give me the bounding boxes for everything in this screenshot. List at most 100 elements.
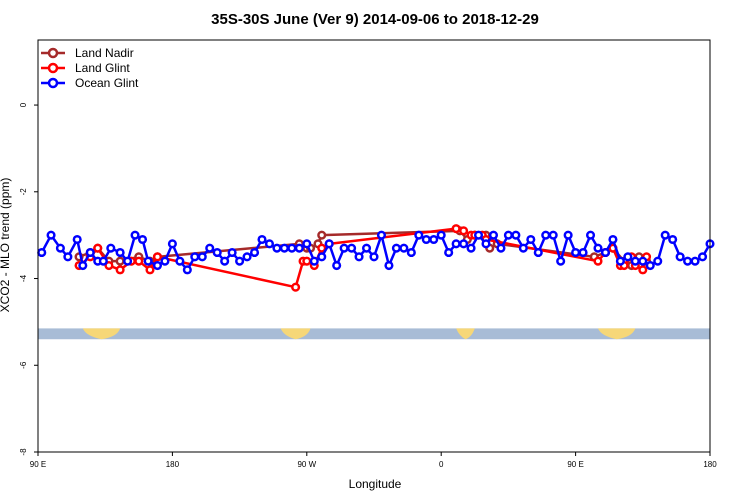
data-point (593, 243, 603, 253)
data-point (675, 252, 685, 262)
series-layer (37, 224, 715, 292)
data-point (46, 230, 56, 240)
data-point (444, 247, 454, 258)
legend-marker (47, 62, 59, 74)
data-point (339, 243, 349, 253)
data-point (257, 234, 267, 245)
data-point (145, 265, 155, 275)
y-tick-label: -2 (19, 188, 28, 196)
legend-marker (47, 47, 59, 59)
data-point (175, 256, 185, 266)
y-axis-label: XCO2 - MLO trend (ppm) (0, 178, 12, 313)
data-point (167, 239, 177, 249)
data-point (384, 260, 394, 271)
data-point (55, 243, 65, 253)
data-point (593, 256, 603, 266)
x-axis: 90 E 180 90 W 0 90 E 180 (30, 452, 717, 469)
data-point (235, 256, 245, 266)
x-tick-label: 90 W (297, 460, 316, 469)
data-point (526, 234, 536, 245)
x-tick-label: 90 E (567, 460, 583, 469)
legend-label: Ocean Glint (75, 76, 139, 90)
land-patch (82, 328, 121, 340)
data-point (134, 256, 144, 266)
data-point (511, 230, 521, 240)
data-point (488, 230, 499, 240)
data-point (291, 282, 301, 292)
data-point (690, 256, 700, 266)
data-point (376, 230, 387, 240)
data-point (137, 234, 148, 245)
data-point (332, 260, 342, 271)
data-point (190, 252, 200, 262)
data-point (143, 256, 153, 266)
data-point (451, 224, 461, 234)
landmask-band (38, 328, 710, 340)
x-tick-label: 90 E (30, 460, 46, 469)
data-point (152, 260, 163, 271)
data-point (78, 260, 88, 271)
data-point (115, 256, 125, 266)
data-point (317, 252, 327, 262)
data-point (93, 243, 103, 253)
data-point (600, 247, 611, 258)
data-point (578, 247, 588, 258)
land-patch (456, 328, 475, 340)
data-point (608, 234, 618, 245)
data-point (496, 243, 506, 253)
data-point (399, 243, 409, 253)
data-point (533, 247, 543, 258)
data-point (37, 247, 47, 258)
data-point (660, 230, 670, 240)
data-point (220, 256, 230, 266)
data-point (212, 247, 222, 258)
data-point (697, 252, 708, 262)
data-point (98, 256, 108, 266)
data-point (683, 256, 693, 266)
data-point (354, 252, 364, 262)
y-tick-label: -6 (19, 361, 28, 369)
data-point (451, 239, 461, 249)
data-point (571, 247, 581, 258)
x-tick-label: 0 (439, 460, 444, 469)
legend-item: Ocean Glint (41, 76, 139, 90)
data-point (85, 247, 95, 258)
data-point (130, 230, 140, 240)
land-patch (598, 328, 636, 340)
data-point (645, 260, 655, 271)
data-point (615, 256, 625, 266)
data-point (182, 265, 192, 275)
data-point (436, 230, 446, 240)
data-point (556, 256, 566, 266)
data-point (302, 256, 312, 266)
data-point (466, 243, 476, 253)
data-point (347, 243, 357, 253)
legend-item: Land Glint (41, 61, 130, 75)
data-point (585, 230, 596, 240)
data-point (406, 247, 416, 258)
data-point (503, 230, 513, 240)
data-point (123, 256, 133, 266)
data-point (287, 243, 297, 253)
data-point (242, 252, 252, 262)
series-ocean-glint (37, 230, 715, 275)
data-point (249, 247, 260, 258)
data-point (653, 256, 663, 266)
legend-item: Land Nadir (41, 46, 134, 60)
data-point (72, 234, 82, 245)
y-tick-label: -8 (19, 448, 28, 456)
data-point (421, 234, 431, 245)
data-point (459, 239, 469, 249)
x-axis-label: Longitude (349, 477, 402, 491)
data-point (279, 243, 289, 253)
data-point (481, 239, 491, 249)
data-point (317, 243, 327, 253)
data-point (391, 243, 401, 253)
y-tick-label: 0 (19, 102, 28, 107)
data-point (294, 243, 304, 253)
legend-marker (47, 77, 59, 89)
data-point (668, 234, 678, 245)
data-point (563, 230, 573, 240)
data-point (272, 243, 282, 253)
